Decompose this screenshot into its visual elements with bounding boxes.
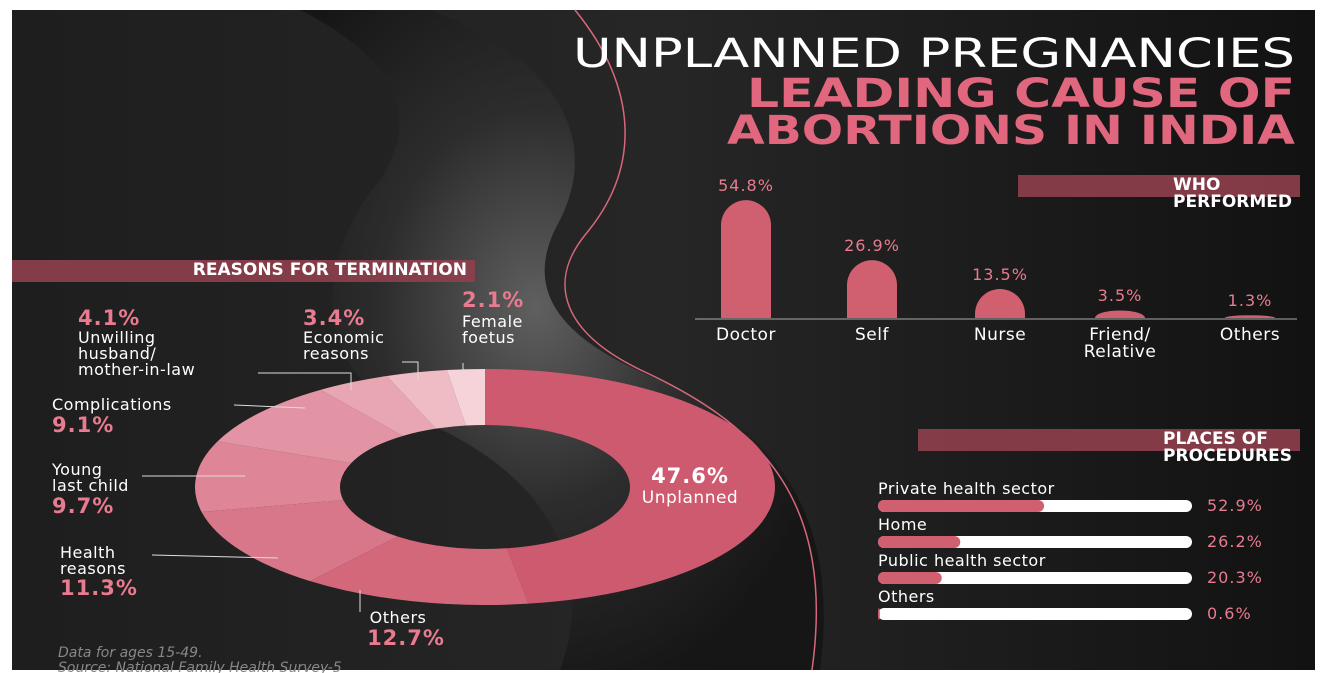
- slice-value-label: 11.3%: [60, 578, 138, 599]
- slice-value-label: 2.1%: [462, 290, 524, 311]
- bar-value-label: 52.9%: [1207, 498, 1263, 514]
- footnote: Source: National Family Health Survey-5: [58, 661, 342, 673]
- bar: [847, 260, 897, 318]
- slice-label: Unplanned: [642, 490, 738, 507]
- bar: [878, 536, 960, 548]
- bar: [878, 608, 880, 620]
- bar-label: Private health sector: [878, 481, 1055, 497]
- slice-label: Female foetus: [462, 314, 523, 346]
- bar-value-label: 0.6%: [1207, 606, 1252, 622]
- bar-value-label: 1.3%: [1228, 293, 1273, 309]
- slice-label: Young last child: [52, 462, 129, 494]
- x-tick-label: Doctor: [716, 327, 776, 344]
- bar: [721, 200, 771, 318]
- bar-track: [878, 608, 1192, 620]
- title-highlight: ABORTIONS IN INDIA: [727, 108, 1295, 154]
- x-tick-label: Friend/ Relative: [1084, 327, 1157, 361]
- bar-label: Public health sector: [878, 553, 1046, 569]
- infographic: UNPLANNED PREGNANCIES LEADING CAUSE OF A…: [0, 0, 1327, 673]
- slice-label: Unwilling husband/ mother-in-law: [78, 330, 195, 378]
- bar-value-label: 26.9%: [844, 238, 900, 254]
- bar-value-label: 3.5%: [1098, 288, 1143, 304]
- x-tick-label: Nurse: [974, 327, 1026, 344]
- section-title: PLACES OF PROCEDURES: [1163, 431, 1292, 465]
- slice-value-label: 3.4%: [303, 308, 365, 329]
- bar-value-label: 20.3%: [1207, 570, 1263, 586]
- bar-label: Others: [878, 589, 935, 605]
- bar-label: Home: [878, 517, 927, 533]
- slice-value-label: 47.6%: [651, 466, 729, 487]
- section-title: WHO PERFORMED: [1173, 177, 1292, 211]
- slice-label: Complications: [52, 397, 172, 413]
- footnote: Data for ages 15-49.: [58, 646, 203, 660]
- slice-value-label: 4.1%: [78, 308, 140, 329]
- slice-label: Others: [370, 610, 427, 626]
- bar: [878, 572, 942, 584]
- slice-label: Health reasons: [60, 545, 126, 577]
- slice-value-label: 12.7%: [367, 628, 445, 649]
- slice-value-label: 9.1%: [52, 415, 114, 436]
- slice-label: Economic reasons: [303, 330, 384, 362]
- bar-value-label: 13.5%: [972, 267, 1028, 283]
- section-title: REASONS FOR TERMINATION: [193, 262, 467, 279]
- bar-value-label: 26.2%: [1207, 534, 1263, 550]
- x-tick-label: Self: [855, 327, 889, 344]
- x-tick-label: Others: [1220, 327, 1280, 344]
- slice-value-label: 9.7%: [52, 496, 114, 517]
- bar-value-label: 54.8%: [718, 178, 774, 194]
- bar: [878, 500, 1044, 512]
